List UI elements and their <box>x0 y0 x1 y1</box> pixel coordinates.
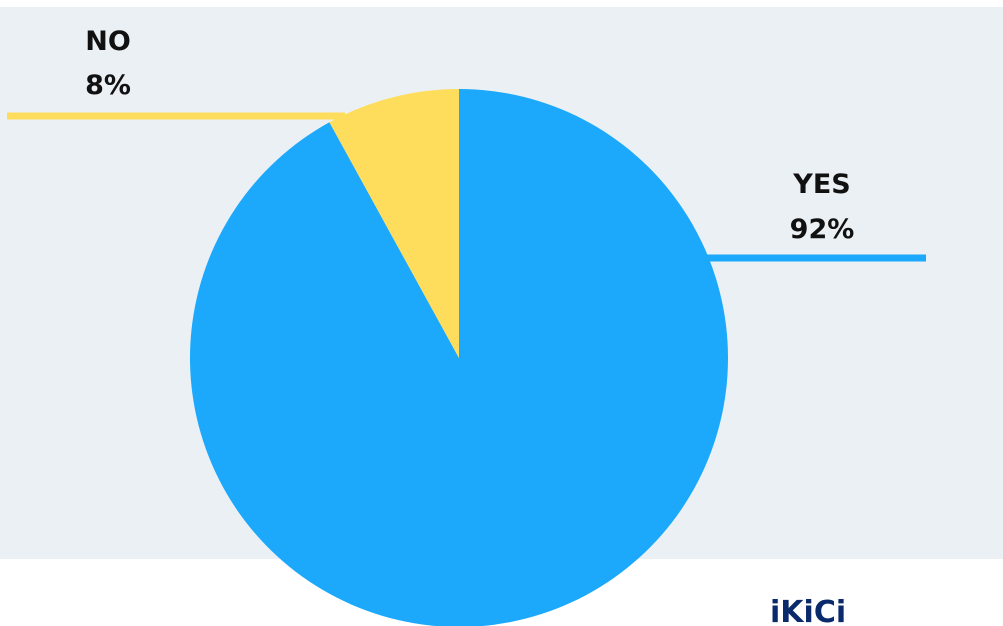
slice-value-no: 8% <box>85 70 131 101</box>
slice-label-no: NO <box>85 26 131 57</box>
slice-labels: YES 92% NO 8% <box>85 26 854 245</box>
slice-label-yes: YES <box>792 169 850 200</box>
leader-lines <box>7 112 926 262</box>
slice-value-yes: 92% <box>790 214 855 245</box>
pie-slice-no <box>329 89 459 358</box>
pie-slices <box>189 89 728 626</box>
watermark-logo: iKiCi <box>770 598 847 626</box>
pie-slice-yes <box>189 89 728 626</box>
